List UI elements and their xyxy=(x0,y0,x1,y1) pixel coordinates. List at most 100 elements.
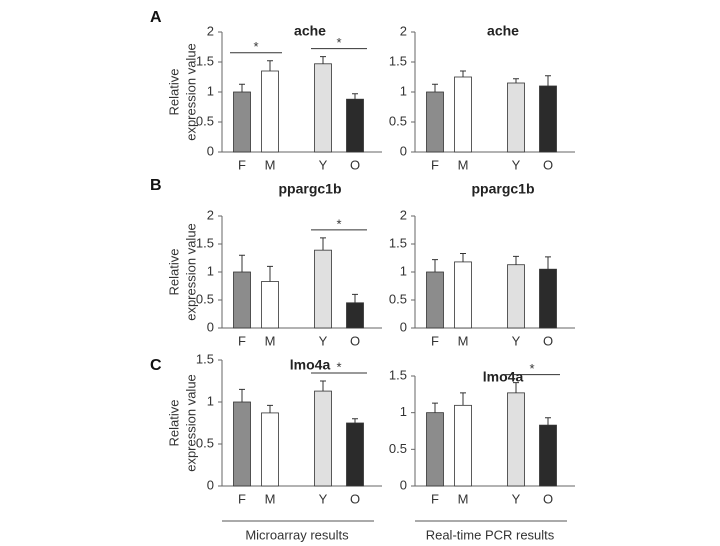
x-tick-label: O xyxy=(350,157,360,172)
bar xyxy=(314,63,332,153)
bar xyxy=(233,271,251,329)
y-tick-label: 1.5 xyxy=(389,235,407,250)
x-tick-label: F xyxy=(431,333,439,348)
x-tick-label: M xyxy=(265,157,276,172)
bar xyxy=(426,412,444,487)
significance-label: * xyxy=(336,216,341,231)
y-axis-label: expression value xyxy=(183,223,198,321)
y-tick-label: 1 xyxy=(400,404,407,419)
y-tick-label: 0 xyxy=(207,143,214,158)
x-tick-label: M xyxy=(458,333,469,348)
bar xyxy=(507,264,525,329)
chart-title: ache xyxy=(487,23,519,39)
group-label: Real-time PCR results xyxy=(426,527,555,542)
x-tick-label: F xyxy=(238,333,246,348)
y-axis-label: Relative xyxy=(166,69,181,116)
error-bar xyxy=(545,256,551,270)
bar xyxy=(261,281,279,329)
chart-title: lmo4a xyxy=(483,369,524,385)
error-bar xyxy=(460,392,466,406)
y-tick-label: 2 xyxy=(207,207,214,222)
y-tick-label: 1.5 xyxy=(196,235,214,250)
y-tick-label: 1 xyxy=(207,263,214,278)
error-bar xyxy=(460,70,466,77)
x-tick-label: Y xyxy=(512,333,521,348)
y-tick-label: 2 xyxy=(400,207,407,222)
bar xyxy=(426,271,444,329)
y-tick-label: 1 xyxy=(400,263,407,278)
x-tick-label: O xyxy=(350,333,360,348)
error-bar xyxy=(239,254,245,272)
x-tick-label: M xyxy=(265,491,276,506)
error-bar xyxy=(545,417,551,426)
significance-label: * xyxy=(336,359,341,374)
error-bar xyxy=(352,418,358,423)
y-tick-label: 0 xyxy=(400,143,407,158)
y-tick-label: 0 xyxy=(207,477,214,492)
error-bar xyxy=(320,237,326,251)
bar xyxy=(454,76,472,153)
y-tick-label: 1.5 xyxy=(196,351,214,366)
x-tick-label: F xyxy=(238,491,246,506)
error-bar xyxy=(513,78,519,83)
x-tick-label: M xyxy=(458,491,469,506)
chart-title: lmo4a xyxy=(290,357,331,373)
bar xyxy=(261,70,279,153)
bar xyxy=(314,390,332,487)
error-bar xyxy=(352,293,358,303)
y-axis-label: Relative xyxy=(166,249,181,296)
bar xyxy=(539,85,557,153)
bar xyxy=(346,422,364,487)
x-tick-label: F xyxy=(238,157,246,172)
x-tick-label: O xyxy=(350,491,360,506)
error-bar xyxy=(460,253,466,262)
chart-title: ache xyxy=(294,23,326,39)
bar xyxy=(261,412,279,487)
x-tick-label: M xyxy=(458,157,469,172)
x-tick-label: F xyxy=(431,491,439,506)
panel-letter: B xyxy=(150,177,162,194)
y-tick-label: 0 xyxy=(400,477,407,492)
y-tick-label: 2 xyxy=(400,23,407,38)
y-tick-label: 1 xyxy=(207,393,214,408)
panel-letter: C xyxy=(150,357,162,374)
x-tick-label: Y xyxy=(512,157,521,172)
y-axis-label: Relative xyxy=(166,400,181,447)
bar xyxy=(454,261,472,329)
error-bar xyxy=(352,93,358,100)
error-bar xyxy=(267,404,273,413)
y-tick-label: 1 xyxy=(207,83,214,98)
error-bar xyxy=(513,255,519,265)
bar xyxy=(507,392,525,487)
error-bar xyxy=(267,265,273,282)
bar xyxy=(426,91,444,153)
y-tick-label: 1 xyxy=(400,83,407,98)
x-tick-label: Y xyxy=(319,157,328,172)
significance-label: * xyxy=(253,39,258,54)
y-tick-label: 0 xyxy=(207,319,214,334)
y-tick-label: 0.5 xyxy=(196,113,214,128)
panel-letter: A xyxy=(150,9,162,26)
bar xyxy=(233,91,251,153)
error-bar xyxy=(545,75,551,86)
chart-title: ppargc1b xyxy=(471,181,534,197)
x-tick-label: O xyxy=(543,491,553,506)
error-bar xyxy=(513,382,519,393)
bar xyxy=(454,404,472,487)
y-tick-label: 0.5 xyxy=(196,291,214,306)
error-bar xyxy=(320,56,326,64)
error-bar xyxy=(239,83,245,92)
bar xyxy=(314,249,332,329)
error-bar xyxy=(432,259,438,272)
bar xyxy=(507,82,525,153)
y-tick-label: 1.5 xyxy=(196,53,214,68)
y-tick-label: 0.5 xyxy=(196,435,214,450)
error-bar xyxy=(267,60,273,71)
x-tick-label: M xyxy=(265,333,276,348)
y-tick-label: 0.5 xyxy=(389,291,407,306)
significance-label: * xyxy=(336,35,341,50)
x-tick-label: Y xyxy=(319,333,328,348)
y-tick-label: 0.5 xyxy=(389,113,407,128)
error-bar xyxy=(432,83,438,92)
